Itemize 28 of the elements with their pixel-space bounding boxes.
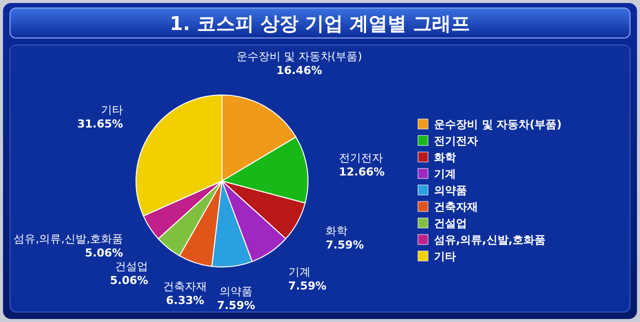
data-label: 7.59% bbox=[326, 238, 364, 252]
slice-label: 기타 bbox=[101, 104, 124, 117]
legend-label: 건축자재 bbox=[434, 200, 478, 214]
legend-label: 건설업 bbox=[434, 217, 467, 230]
slice-label: 건축자재 bbox=[163, 280, 208, 294]
legend-label: 운수장비 및 자동차(부품) bbox=[434, 118, 562, 131]
data-label: 5.06% bbox=[110, 274, 148, 288]
legend-label: 기타 bbox=[434, 250, 456, 263]
legend-label: 의약품 bbox=[434, 184, 467, 197]
legend-label: 전기전자 bbox=[434, 134, 478, 148]
slice-label: 섬유,의류,신발,호화품 bbox=[14, 232, 124, 246]
legend-label: 기계 bbox=[434, 168, 456, 180]
data-label: 16.46% bbox=[276, 64, 322, 77]
chart-title: 1. 코스피 상장 기업 계열별 그래프 bbox=[170, 13, 470, 35]
slice-label: 건설업 bbox=[115, 260, 148, 274]
data-label: 7.59% bbox=[288, 280, 326, 293]
slice-label: 전기전자 bbox=[338, 152, 383, 165]
data-label: 12.66% bbox=[338, 166, 385, 179]
legend-label: 화학 bbox=[434, 151, 456, 164]
slice-label: 운수장비 및 자동차(부품) bbox=[236, 50, 362, 63]
data-label: 7.59% bbox=[216, 299, 256, 312]
data-label: 31.65% bbox=[77, 118, 124, 131]
data-label: 5.06% bbox=[84, 246, 124, 260]
data-label: 6.33% bbox=[166, 294, 204, 308]
slice-label: 의약품 bbox=[220, 285, 253, 298]
slice-label: 화학 bbox=[326, 224, 348, 238]
legend-label: 섬유,의류,신발,호화품 bbox=[434, 234, 546, 246]
slice-label: 기계 bbox=[288, 266, 310, 279]
